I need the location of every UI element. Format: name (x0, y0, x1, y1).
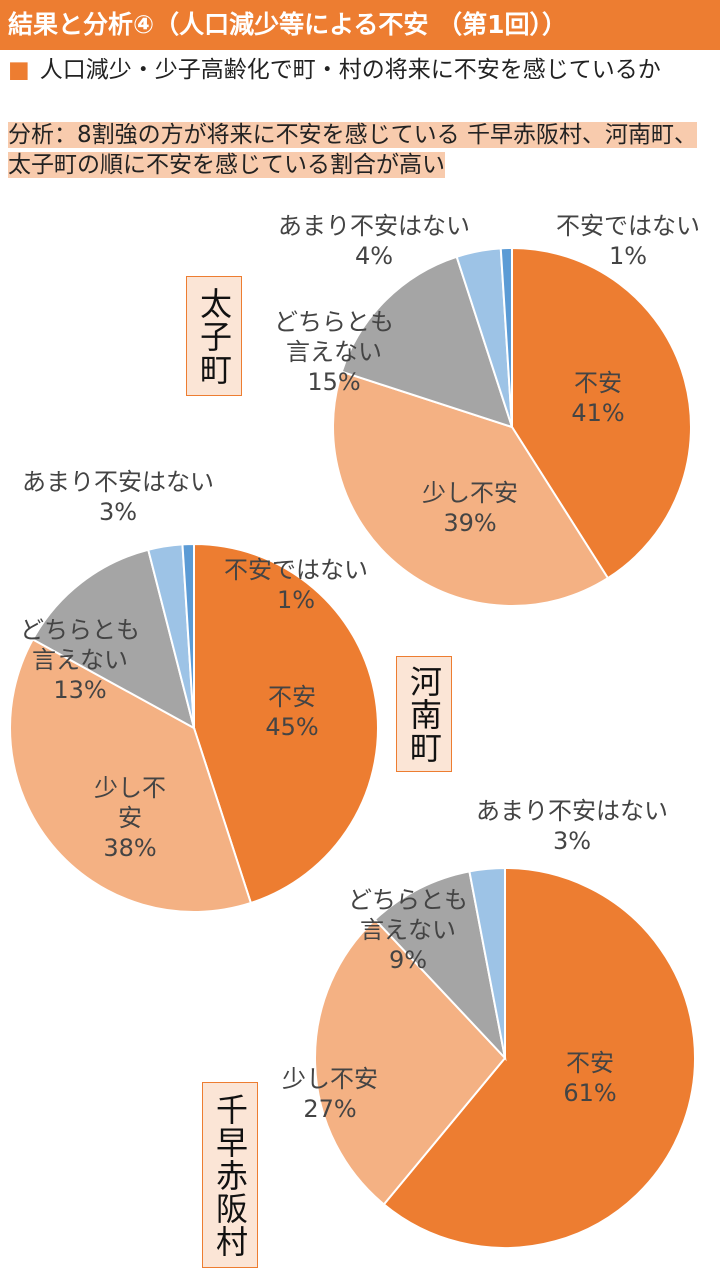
slice-data-label: 不安ではない 1% (556, 212, 700, 270)
pie-slice (511, 246, 692, 580)
town-label-chihayaakasaka: 千早赤阪村 (202, 1082, 258, 1268)
pie-slice (499, 246, 513, 428)
slice-data-label: 少し不安 39% (422, 479, 518, 537)
slice-data-label: 少し不安 38% (94, 774, 166, 862)
slice-data-label: あまり不安はない 3% (476, 797, 668, 855)
pie-chart-1 (9, 542, 379, 913)
page-title: 結果と分析④（人口減少等による不安 （第1回）） (0, 0, 720, 50)
pie-slice (373, 870, 507, 1062)
pie-slice (332, 370, 610, 607)
slice-data-label: 不安 61% (563, 1049, 616, 1107)
square-bullet-icon: ■ (8, 57, 30, 83)
question-text: ■ 人口減少・少子高齢化で町・村の将来に不安を感じているか (8, 54, 712, 86)
slice-data-label: どちらとも言えない 15% (274, 308, 394, 396)
pie-chart-2 (314, 866, 696, 1249)
slice-data-label: 不安ではない 1% (224, 556, 368, 614)
pie-slice (193, 542, 379, 905)
pie-slice (314, 918, 507, 1206)
slice-data-label: あまり不安はない 3% (22, 468, 214, 526)
slice-data-label: どちらとも言えない 9% (348, 886, 468, 974)
slice-data-label: 少し不安 27% (282, 1065, 378, 1123)
pie-slice (340, 255, 514, 429)
slice-data-label: 不安 45% (265, 683, 318, 741)
analysis-text: 分析：8割強の方が将来に不安を感じている 千早赤阪村、河南町、太子町の順に不安を… (8, 120, 712, 180)
slice-data-label: 不安 41% (571, 369, 624, 427)
pie-slice (181, 542, 195, 729)
pie-slice (382, 866, 696, 1249)
pie-slice (468, 866, 506, 1059)
town-label-taishi: 太子町 (186, 276, 242, 396)
slice-data-label: あまり不安はない 4% (278, 212, 470, 270)
town-label-kanan: 河南町 (396, 656, 452, 772)
pie-chart-0 (332, 246, 692, 607)
pie-slice (9, 638, 253, 913)
slice-data-label: どちらとも言えない 13% (20, 616, 140, 704)
question-label: 人口減少・少子高齢化で町・村の将来に不安を感じているか (39, 57, 661, 83)
pie-slice (31, 548, 196, 730)
